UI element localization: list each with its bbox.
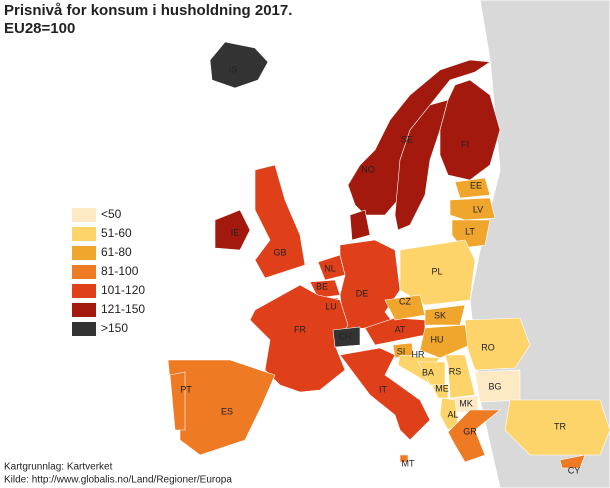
country-label: HR bbox=[412, 349, 425, 359]
title: Prisnivå for konsum i husholdning 2017. bbox=[4, 2, 292, 19]
legend-swatch bbox=[72, 303, 96, 317]
country-label: PL bbox=[431, 266, 442, 276]
legend-label: >150 bbox=[101, 321, 128, 335]
country bbox=[339, 347, 431, 441]
country bbox=[332, 326, 361, 348]
country-label: AL bbox=[447, 409, 458, 419]
legend-label: <50 bbox=[101, 207, 122, 221]
country-label: PT bbox=[180, 384, 192, 394]
legend-label: 81-100 bbox=[101, 264, 139, 278]
country-label: LT bbox=[465, 226, 475, 236]
legend-swatch bbox=[72, 246, 96, 260]
country bbox=[419, 324, 471, 359]
country-label: BA bbox=[422, 367, 434, 377]
country bbox=[214, 209, 251, 251]
country-label: MK bbox=[459, 398, 473, 408]
country bbox=[431, 384, 449, 399]
country bbox=[249, 284, 349, 393]
legend-swatch bbox=[72, 227, 96, 241]
country-label: FR bbox=[294, 324, 306, 334]
country-label: BE bbox=[316, 281, 328, 291]
country-label: IE bbox=[231, 227, 240, 237]
country-label: GR bbox=[463, 426, 477, 436]
legend-swatch bbox=[72, 208, 96, 222]
country bbox=[399, 454, 409, 463]
country-labels: IS NO SE FI EE LV LT IE GB NL BE LU DE FR CH AT PL CZ SK HU… bbox=[180, 64, 580, 475]
country bbox=[559, 454, 586, 469]
country bbox=[424, 304, 466, 326]
legend-label: 61-80 bbox=[101, 245, 132, 259]
country bbox=[349, 209, 371, 241]
country-label: ES bbox=[221, 406, 233, 416]
country bbox=[464, 317, 531, 371]
subtitle: EU28=100 bbox=[4, 20, 75, 37]
country-label: MT bbox=[402, 458, 415, 468]
country-label: SE bbox=[401, 134, 413, 144]
country-label: CZ bbox=[399, 296, 411, 306]
legend-swatch bbox=[72, 265, 96, 279]
country-label: SK bbox=[434, 310, 446, 320]
country-label: ME bbox=[435, 383, 449, 393]
country-label: HU bbox=[431, 334, 444, 344]
country bbox=[454, 177, 491, 199]
country bbox=[169, 371, 186, 431]
country-label: EE bbox=[470, 180, 482, 190]
country-label: NO bbox=[361, 164, 375, 174]
legend-label: 121-150 bbox=[101, 302, 145, 316]
country bbox=[399, 239, 476, 306]
country-label: DE bbox=[356, 288, 369, 298]
country bbox=[449, 197, 496, 221]
country bbox=[447, 409, 501, 463]
legend-label: 101-120 bbox=[101, 283, 145, 297]
country-label: NL bbox=[324, 263, 336, 273]
country bbox=[392, 342, 414, 359]
country-label: RS bbox=[449, 366, 462, 376]
source: Kartgrunnlag: Kartverket bbox=[4, 462, 113, 473]
country-label: FI bbox=[461, 139, 469, 149]
legend: <50 51-60 61-80 81-100 101-120 121-150 >150 bbox=[72, 207, 145, 336]
country bbox=[364, 317, 426, 346]
country-label: GB bbox=[273, 247, 286, 257]
country-label: TR bbox=[554, 421, 566, 431]
country-label: RO bbox=[481, 342, 495, 352]
country-label: LU bbox=[325, 301, 337, 311]
country bbox=[444, 354, 476, 399]
countries bbox=[167, 41, 610, 469]
country bbox=[254, 164, 306, 279]
country-label: CH bbox=[339, 331, 352, 341]
country-label: IS bbox=[229, 64, 238, 74]
country-label: CY bbox=[568, 465, 581, 475]
country bbox=[504, 399, 610, 456]
country bbox=[347, 59, 491, 216]
country-label: AT bbox=[395, 324, 406, 334]
country-label: IT bbox=[379, 384, 388, 394]
country-label: BG bbox=[488, 381, 501, 391]
source: Kilde: http://www.globalis.no/Land/Regio… bbox=[4, 475, 232, 486]
country bbox=[209, 41, 269, 89]
legend-swatch bbox=[72, 322, 96, 336]
legend-label: 51-60 bbox=[101, 226, 132, 240]
country-label: LV bbox=[473, 204, 483, 214]
country-label: SI bbox=[397, 346, 406, 356]
country bbox=[439, 79, 501, 181]
legend-swatch bbox=[72, 284, 96, 298]
